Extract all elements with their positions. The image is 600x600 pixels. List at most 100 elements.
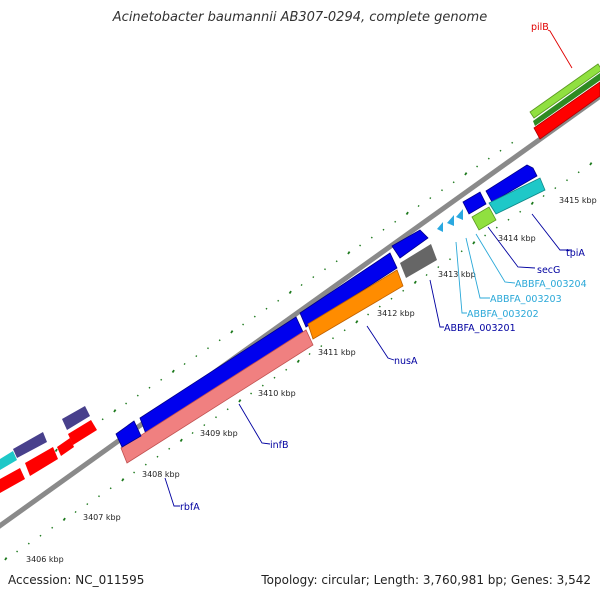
gene-label-abbfa-003204[interactable]: ABBFA_003204 xyxy=(515,279,587,290)
gene-red-left-2[interactable] xyxy=(57,438,74,456)
gene-small-cyan-3[interactable] xyxy=(456,209,463,220)
tick-mark xyxy=(519,210,522,213)
tpiA-region-genes[interactable] xyxy=(437,164,546,232)
tick-mark xyxy=(464,172,468,176)
gene-red-left-3[interactable] xyxy=(25,447,58,476)
gene-label-abbfa-003203[interactable]: ABBFA_003203 xyxy=(490,294,562,305)
gene-label-rbfA[interactable]: rbfA xyxy=(180,502,200,513)
tick-mark xyxy=(589,162,593,166)
gene-gray[interactable] xyxy=(400,244,437,278)
tick-mark xyxy=(332,337,334,340)
gene-orange-nusA[interactable] xyxy=(307,269,404,340)
tick-mark xyxy=(511,141,514,144)
tick-mark xyxy=(417,205,420,207)
tick-mark xyxy=(507,218,510,221)
tick-mark xyxy=(390,297,393,300)
tick-mark xyxy=(238,399,242,403)
tick-mark xyxy=(277,299,280,302)
left-genes[interactable] xyxy=(0,406,97,493)
tick-mark xyxy=(242,323,245,326)
tick-mark xyxy=(472,241,476,245)
nusA-infB-genes[interactable] xyxy=(115,229,437,464)
pilB-region-genes[interactable] xyxy=(529,63,600,140)
gene-purple-2[interactable] xyxy=(13,432,47,458)
tick-label-3409: 3409 kbp xyxy=(200,429,238,438)
tick-mark xyxy=(4,557,8,561)
tick-mark xyxy=(253,315,256,318)
tick-mark xyxy=(394,220,397,223)
tick-mark xyxy=(179,438,183,442)
leader-secG xyxy=(487,226,536,269)
tick-mark xyxy=(452,181,455,184)
tick-mark xyxy=(566,179,568,182)
tick-mark xyxy=(51,526,54,529)
gene-label-infB[interactable]: infB xyxy=(270,440,289,451)
tick-mark xyxy=(359,244,362,247)
accession-text: Accession: NC_011595 xyxy=(8,573,145,587)
gene-labels: pilB tpiA secG ABBFA_003204 ABBFA_003203… xyxy=(180,22,587,513)
gene-blue-infB[interactable] xyxy=(139,316,304,435)
tick-mark xyxy=(367,313,370,316)
tick-mark xyxy=(207,347,209,350)
gene-label-tpiA[interactable]: tpiA xyxy=(566,248,585,259)
gene-red-upper[interactable] xyxy=(533,81,600,140)
tick-mark xyxy=(343,329,346,332)
tick-mark xyxy=(296,359,300,363)
tick-mark xyxy=(183,363,186,365)
tick-labels: 3406 kbp 3407 kbp 3408 kbp 3409 kbp 3410… xyxy=(26,196,597,564)
gene-cyan-left[interactable] xyxy=(0,451,17,470)
gene-cyan[interactable] xyxy=(488,177,546,215)
tick-mark xyxy=(499,149,502,152)
leader-003201 xyxy=(429,279,444,328)
tick-mark xyxy=(160,378,163,381)
tick-mark xyxy=(16,550,19,553)
gene-pink-infB[interactable] xyxy=(120,329,314,464)
tick-mark xyxy=(320,345,323,348)
tick-mark xyxy=(382,228,385,231)
gene-small-cyan-1[interactable] xyxy=(437,222,443,232)
gene-blue-tpiA[interactable] xyxy=(485,164,538,203)
gene-blue-secG[interactable] xyxy=(462,191,487,215)
tick-mark xyxy=(261,384,264,387)
tick-mark xyxy=(285,368,288,371)
gene-label-abbfa-003202[interactable]: ABBFA_003202 xyxy=(467,309,539,320)
genome-backbone xyxy=(0,93,600,529)
tick-mark xyxy=(425,274,428,276)
tick-mark xyxy=(437,266,440,269)
gene-blue-rbfA[interactable] xyxy=(115,420,142,448)
gene-small-cyan-2[interactable] xyxy=(447,215,454,226)
tick-mark xyxy=(226,408,229,411)
tick-mark xyxy=(54,448,58,452)
gene-lime-secG[interactable] xyxy=(471,206,497,231)
gene-label-secG[interactable]: secG xyxy=(537,265,560,276)
tick-mark xyxy=(191,432,194,434)
tick-mark xyxy=(148,386,151,389)
tick-mark xyxy=(265,307,268,310)
gene-green-upper[interactable] xyxy=(533,73,600,126)
gene-label-pilB[interactable]: pilB xyxy=(531,22,549,33)
tick-mark xyxy=(554,187,557,190)
tick-mark xyxy=(460,250,463,253)
tick-mark xyxy=(125,402,128,405)
tick-mark xyxy=(144,463,147,466)
tick-label-3413: 3413 kbp xyxy=(438,270,476,279)
tick-mark xyxy=(355,320,359,324)
gene-red-left-1[interactable] xyxy=(68,420,97,445)
tick-label-3407: 3407 kbp xyxy=(83,513,121,522)
gene-blue-nusA[interactable] xyxy=(299,252,398,328)
leader-lines xyxy=(164,29,573,507)
tick-mark xyxy=(476,165,479,168)
gene-label-nusA[interactable]: nusA xyxy=(394,356,418,367)
gene-red-left-4[interactable] xyxy=(0,468,25,493)
gene-label-abbfa-003201[interactable]: ABBFA_003201 xyxy=(444,323,516,334)
tick-mark xyxy=(195,355,198,358)
tick-mark xyxy=(101,418,104,421)
gene-lime-upper[interactable] xyxy=(529,63,600,119)
tick-mark xyxy=(484,234,487,237)
tick-mark xyxy=(347,251,351,255)
tick-mark xyxy=(402,289,405,292)
gene-purple-1[interactable] xyxy=(62,406,90,430)
tick-mark xyxy=(312,276,315,279)
gene-blue-003201[interactable] xyxy=(391,229,429,259)
